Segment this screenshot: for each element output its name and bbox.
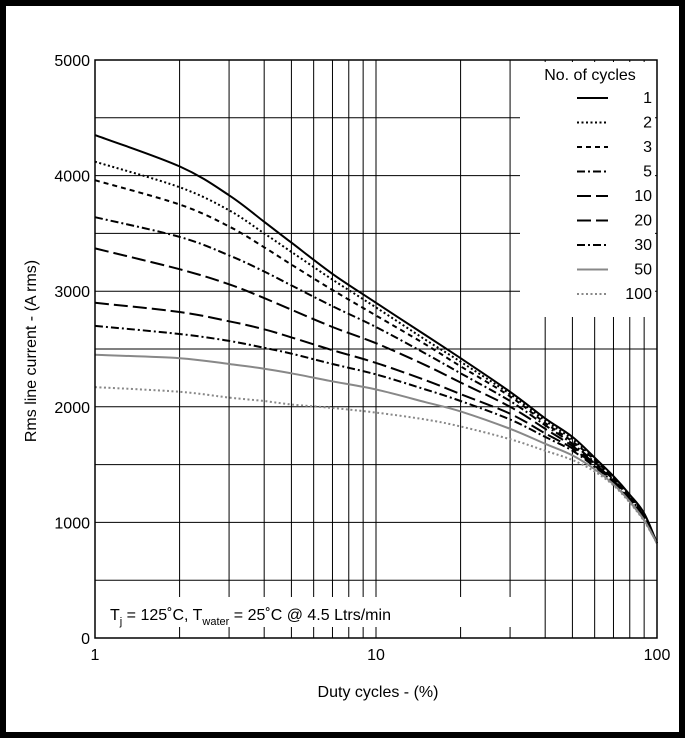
svg-text:Tj = 125˚C, Twater = 25˚C @: Tj = 125˚C, Twater = 25˚C @ 4.5 Ltrs/min [110, 607, 391, 628]
plot-border [94, 59, 658, 639]
annotation-t-sub: j [119, 616, 122, 628]
series-line-2 [94, 160, 658, 544]
legend-label-50: 50 [634, 262, 652, 279]
legend: No. of cycles 1 2 3 5 10 20 30 50 100 [520, 62, 655, 317]
annotation-t: T [110, 607, 120, 624]
y-tick-label: 3000 [54, 284, 90, 301]
x-tick-label: 100 [644, 647, 671, 664]
legend-title: No. of cycles [544, 67, 636, 84]
x-tick-label: 1 [91, 647, 100, 664]
legend-label-100: 100 [625, 286, 652, 303]
legend-label-1: 1 [643, 90, 652, 107]
legend-label-10: 10 [634, 188, 652, 205]
tick-labels: 0 1000 2000 3000 4000 5000 1 10 100 [54, 53, 670, 664]
legend-label-5: 5 [643, 164, 652, 181]
series-line-20 [94, 301, 658, 544]
y-tick-label: 5000 [54, 53, 90, 70]
y-tick-label: 2000 [54, 400, 90, 417]
annotation-water-temp: = 25˚C @ 4.5 Ltrs/min [229, 607, 391, 624]
legend-label-30: 30 [634, 237, 652, 254]
y-tick-label: 1000 [54, 515, 90, 532]
condition-annotation: Tj = 125˚C, Twater = 25˚C @ 4.5 Ltrs/min [104, 597, 514, 628]
y-axis-title: Rms line current - (A rms) [23, 260, 40, 442]
series-layer [94, 134, 658, 544]
y-tick-label: 4000 [54, 169, 90, 186]
legend-label-20: 20 [634, 213, 652, 230]
legend-label-3: 3 [643, 139, 652, 156]
series-line-3 [94, 179, 658, 544]
annotation-water-sub: water [201, 616, 229, 628]
x-tick-label: 10 [367, 647, 385, 664]
annotation-junction-temp: = 125˚C, T [122, 607, 202, 624]
series-line-100 [94, 386, 658, 544]
legend-label-2: 2 [643, 115, 652, 132]
y-tick-label: 0 [81, 631, 90, 648]
series-line-50 [94, 353, 658, 544]
legend-background [520, 62, 655, 317]
x-axis-title: Duty cycles - (%) [318, 684, 439, 701]
